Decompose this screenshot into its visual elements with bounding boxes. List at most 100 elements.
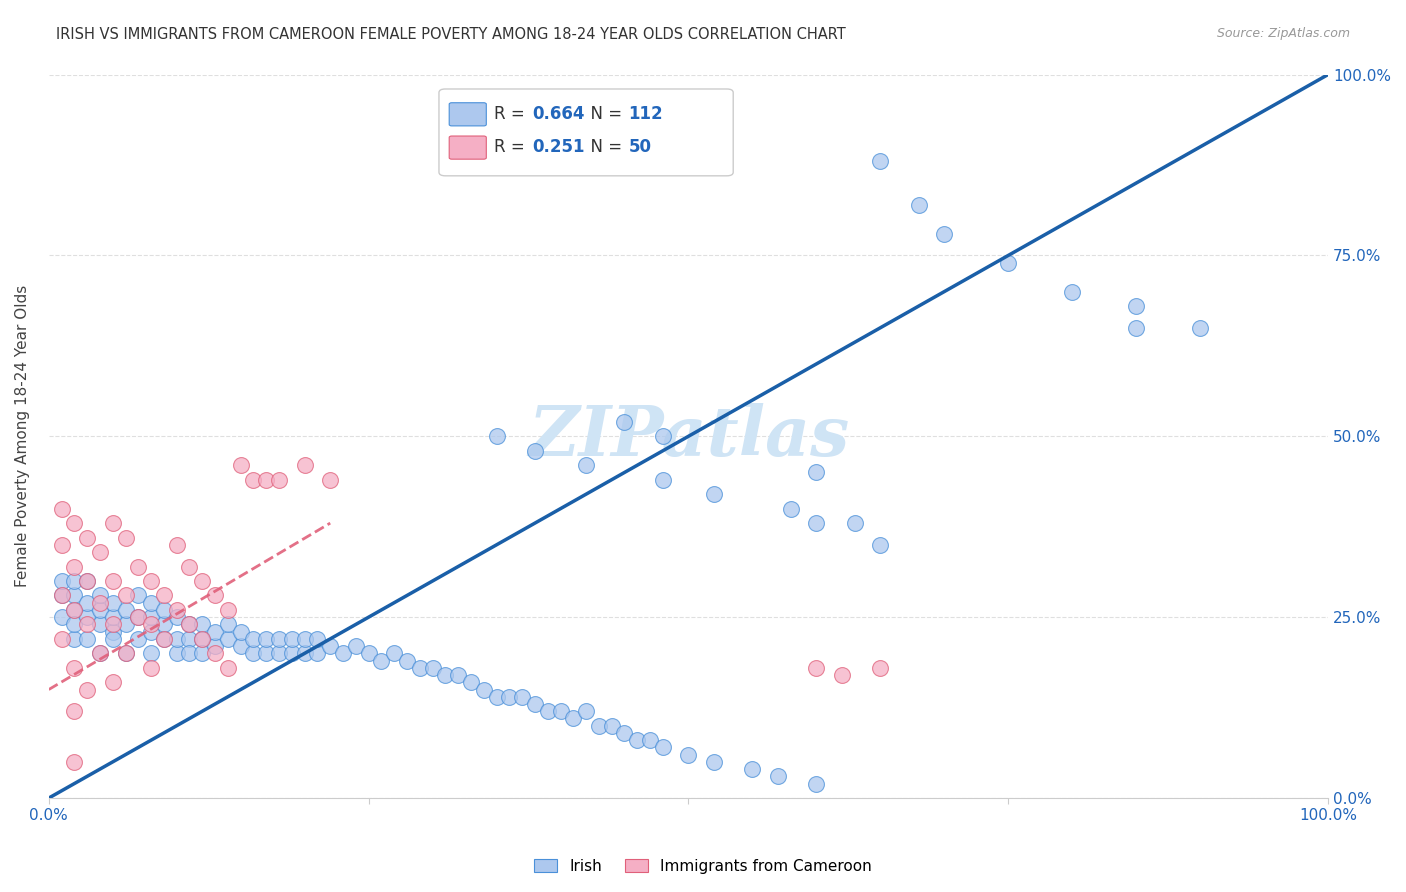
Point (51, 610, 73, 624)
Point (76, 574, 98, 588)
Point (76, 617, 98, 632)
Point (575, 458, 598, 473)
Point (89, 596, 111, 610)
Point (370, 654, 392, 668)
Text: N =: N = (579, 138, 627, 156)
Point (934, 227, 956, 241)
Point (139, 610, 162, 624)
Point (229, 639, 252, 653)
Point (63, 617, 86, 632)
Point (395, 654, 418, 668)
Point (76, 531, 98, 545)
Point (114, 617, 136, 632)
FancyBboxPatch shape (439, 89, 733, 176)
Point (63, 574, 86, 588)
Point (179, 559, 201, 574)
Legend: Irish, Immigrants from Cameroon: Irish, Immigrants from Cameroon (529, 853, 877, 880)
Point (562, 711, 585, 725)
Point (498, 690, 520, 704)
Point (63, 755, 86, 769)
Point (153, 603, 176, 617)
Point (101, 632, 124, 646)
Point (191, 617, 214, 632)
Point (63, 632, 86, 646)
Point (179, 617, 201, 632)
Point (63, 704, 86, 718)
Point (294, 632, 316, 646)
Point (382, 646, 405, 660)
Point (638, 733, 661, 747)
Point (485, 690, 508, 704)
Point (831, 668, 853, 682)
Point (114, 646, 136, 660)
Point (191, 574, 214, 588)
Point (166, 538, 188, 552)
Point (139, 661, 162, 675)
Text: 0.251: 0.251 (533, 138, 585, 156)
Text: R =: R = (494, 105, 530, 123)
Point (651, 473, 673, 487)
Point (217, 632, 239, 646)
Point (588, 719, 610, 733)
Point (447, 668, 470, 682)
Point (127, 589, 149, 603)
Point (76, 610, 98, 624)
Point (319, 473, 342, 487)
Point (510, 690, 533, 704)
Text: ZIPatlas: ZIPatlas (527, 402, 849, 470)
Point (703, 755, 725, 769)
Point (139, 617, 162, 632)
Point (575, 704, 598, 718)
Point (63, 589, 86, 603)
Point (254, 646, 277, 660)
Point (191, 646, 214, 660)
Point (242, 473, 264, 487)
Point (76, 632, 98, 646)
Text: Source: ZipAtlas.com: Source: ZipAtlas.com (1216, 27, 1350, 40)
Point (651, 740, 673, 755)
Text: 0.664: 0.664 (533, 105, 585, 123)
Point (1189, 320, 1212, 334)
Point (1062, 285, 1084, 299)
Point (254, 632, 277, 646)
Point (166, 603, 188, 617)
Point (63, 603, 86, 617)
Point (51, 589, 73, 603)
Point (51, 574, 73, 588)
Point (217, 617, 239, 632)
Point (806, 776, 828, 790)
Point (267, 646, 290, 660)
Point (242, 646, 264, 660)
Point (267, 473, 290, 487)
Point (101, 675, 124, 690)
Point (869, 661, 891, 675)
Point (766, 769, 789, 783)
Point (281, 646, 304, 660)
Point (127, 632, 149, 646)
Point (806, 661, 828, 675)
Point (485, 429, 508, 443)
Point (76, 574, 98, 588)
Point (294, 646, 316, 660)
Text: 112: 112 (628, 105, 664, 123)
Point (153, 589, 176, 603)
Point (523, 697, 546, 711)
Point (76, 596, 98, 610)
Point (63, 516, 86, 530)
Point (153, 632, 176, 646)
Point (907, 198, 929, 212)
FancyBboxPatch shape (449, 136, 486, 159)
Point (869, 154, 891, 169)
Point (254, 473, 277, 487)
Point (63, 559, 86, 574)
Point (307, 646, 329, 660)
Point (806, 466, 828, 480)
Point (139, 646, 162, 660)
Point (997, 255, 1019, 269)
Point (114, 531, 136, 545)
Point (101, 574, 124, 588)
Point (1125, 299, 1147, 313)
Point (127, 610, 149, 624)
Point (114, 589, 136, 603)
Point (869, 538, 891, 552)
